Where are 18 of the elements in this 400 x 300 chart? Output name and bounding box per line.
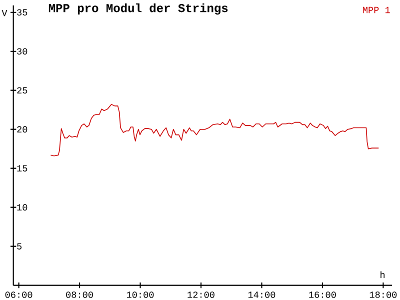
x-tick-label: 08:00 xyxy=(66,292,93,298)
x-tick-label: 12:00 xyxy=(188,292,214,298)
y-tick-label: 10 xyxy=(17,204,28,210)
x-axis-title: h xyxy=(380,271,385,278)
y-tick-label: 15 xyxy=(17,165,28,172)
text: MPP 1 xyxy=(362,6,390,14)
x-tick-label: 14:00 xyxy=(248,292,276,298)
y-axis-title: V xyxy=(2,10,8,16)
x-tick-label: 18:00 xyxy=(370,292,397,298)
y-tick-label: 30 xyxy=(17,48,28,55)
y-tick-label: 20 xyxy=(17,126,28,132)
y-tick-label: 5 xyxy=(17,243,22,250)
chart-title: MPP pro Modul der Strings xyxy=(48,3,228,15)
y-tick-label: 25 xyxy=(17,87,28,94)
x-tick-label: 10:00 xyxy=(126,292,154,298)
x-tick-label: 16:00 xyxy=(309,292,336,298)
x-tick-label: 06:00 xyxy=(5,292,32,298)
y-tick-label: 35 xyxy=(17,9,28,16)
